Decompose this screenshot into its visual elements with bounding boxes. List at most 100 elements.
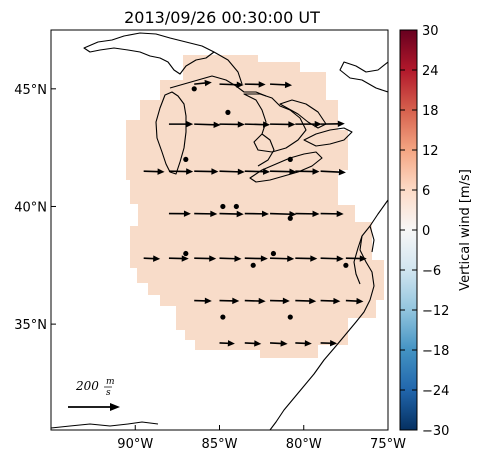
wind-vector-head xyxy=(209,255,217,262)
longitude-tick-label: 90°W xyxy=(117,437,153,452)
wind-vector-head xyxy=(336,255,344,262)
longitude-tick-label: 85°W xyxy=(202,437,238,452)
wind-vector xyxy=(194,210,218,218)
colorbar-tick-label: −18 xyxy=(422,344,449,359)
reference-vector-unit-den: s xyxy=(106,388,111,398)
wind-vector-head xyxy=(261,210,269,218)
wind-vector-head xyxy=(254,340,262,347)
lake-michigan xyxy=(155,91,187,175)
wind-vector xyxy=(270,168,297,175)
wind-vector-head xyxy=(258,297,266,305)
station-marker xyxy=(191,86,197,92)
wind-vector-shaft xyxy=(320,257,339,260)
wind-vector xyxy=(270,210,297,218)
wind-vector xyxy=(270,297,290,305)
latitude-tick-label: 45°N xyxy=(14,83,47,98)
wind-vector-head xyxy=(337,120,345,128)
latitude-axis: 45°N 40°N 35°N xyxy=(14,83,56,333)
wind-vector-shaft xyxy=(244,170,266,173)
wind-vector xyxy=(320,120,345,128)
wind-vector-shaft xyxy=(270,212,292,216)
station-markers xyxy=(183,86,349,320)
wind-vector xyxy=(219,210,244,218)
wind-vector-head xyxy=(280,340,288,347)
wind-vector-head xyxy=(336,210,344,218)
wind-vector-shaft xyxy=(270,83,288,86)
wind-vector-shaft xyxy=(244,299,261,302)
vertical-wind-field xyxy=(126,55,384,358)
atlantic-coast xyxy=(339,61,388,93)
station-marker xyxy=(183,250,189,257)
wind-vector-head xyxy=(304,340,312,347)
wind-vector xyxy=(244,81,266,88)
wind-vector-head xyxy=(359,255,367,262)
coastlines xyxy=(51,32,388,430)
wind-vector-shaft xyxy=(219,83,239,86)
longitude-axis: 90°W 85°W 80°W 75°W xyxy=(117,425,406,452)
latitude-tick-label: 40°N xyxy=(14,200,47,215)
wind-vector xyxy=(194,79,212,87)
station-marker xyxy=(220,314,226,320)
lake-superior xyxy=(83,32,215,75)
wind-vector-head xyxy=(237,121,245,128)
wind-vector-shaft xyxy=(345,299,359,303)
wind-vector-shaft xyxy=(270,170,292,173)
station-marker xyxy=(287,156,293,163)
station-marker xyxy=(225,109,231,115)
wind-vector-head xyxy=(312,168,320,175)
wind-vector-head xyxy=(183,210,191,217)
wind-vector-head xyxy=(210,210,218,218)
wind-vector xyxy=(168,168,194,175)
wind-vector-head xyxy=(204,79,212,87)
wind-vector xyxy=(270,81,293,89)
gulf-coast xyxy=(51,421,159,429)
lake-huron xyxy=(243,93,307,153)
colorbar-tick-label: 30 xyxy=(422,24,439,39)
wind-vector-head xyxy=(287,255,295,262)
wind-vector-head xyxy=(211,168,219,175)
colorbar-tick-label: 12 xyxy=(422,144,439,159)
wind-vector-shaft xyxy=(194,82,207,85)
lake-erie xyxy=(249,151,323,183)
wind-vector xyxy=(320,297,341,305)
wind-vector-head xyxy=(227,340,235,347)
wind-vector-head xyxy=(282,297,290,305)
wind-vector xyxy=(244,297,266,305)
colorbar-tick-label: 6 xyxy=(422,184,430,199)
wind-vector xyxy=(194,297,212,305)
wind-vector xyxy=(295,297,317,305)
wind-vector xyxy=(244,210,269,218)
wind-vector xyxy=(345,297,364,305)
wind-vector-shaft xyxy=(143,170,160,173)
wind-vector xyxy=(295,255,318,262)
wind-vector-head xyxy=(289,168,297,175)
wind-vector-shaft xyxy=(270,257,290,260)
wind-vector-head xyxy=(262,121,271,128)
wind-vector-head xyxy=(213,121,221,128)
wind-vector xyxy=(219,81,244,88)
wind-vector-head xyxy=(312,210,320,218)
colorbar-fill xyxy=(400,30,417,430)
colorbar-ticks: 30 24 18 12 6 0 −6 −12 −18 −24 −30 xyxy=(400,24,449,439)
station-marker xyxy=(183,156,189,163)
colorbar-tick-label: −12 xyxy=(422,304,449,319)
wind-vector-head xyxy=(310,255,318,262)
colorbar-tick-label: 18 xyxy=(422,104,439,119)
wind-vector-head xyxy=(204,297,212,305)
wind-vector-head xyxy=(186,168,194,175)
wind-vector-head xyxy=(309,297,317,305)
wind-vector-head xyxy=(333,297,341,305)
wind-vector xyxy=(168,255,189,262)
reference-vector-value: 200 xyxy=(75,379,99,393)
station-marker xyxy=(343,262,349,268)
wind-vector-head xyxy=(289,210,297,218)
wind-vector xyxy=(345,255,367,262)
wind-vector-head xyxy=(330,339,338,347)
wind-vector-shaft xyxy=(295,299,312,302)
wind-vector-head xyxy=(260,255,268,262)
station-marker xyxy=(220,203,226,210)
wind-vector xyxy=(194,168,219,175)
wind-vectors xyxy=(143,79,367,347)
wind-vector-head xyxy=(258,81,266,88)
